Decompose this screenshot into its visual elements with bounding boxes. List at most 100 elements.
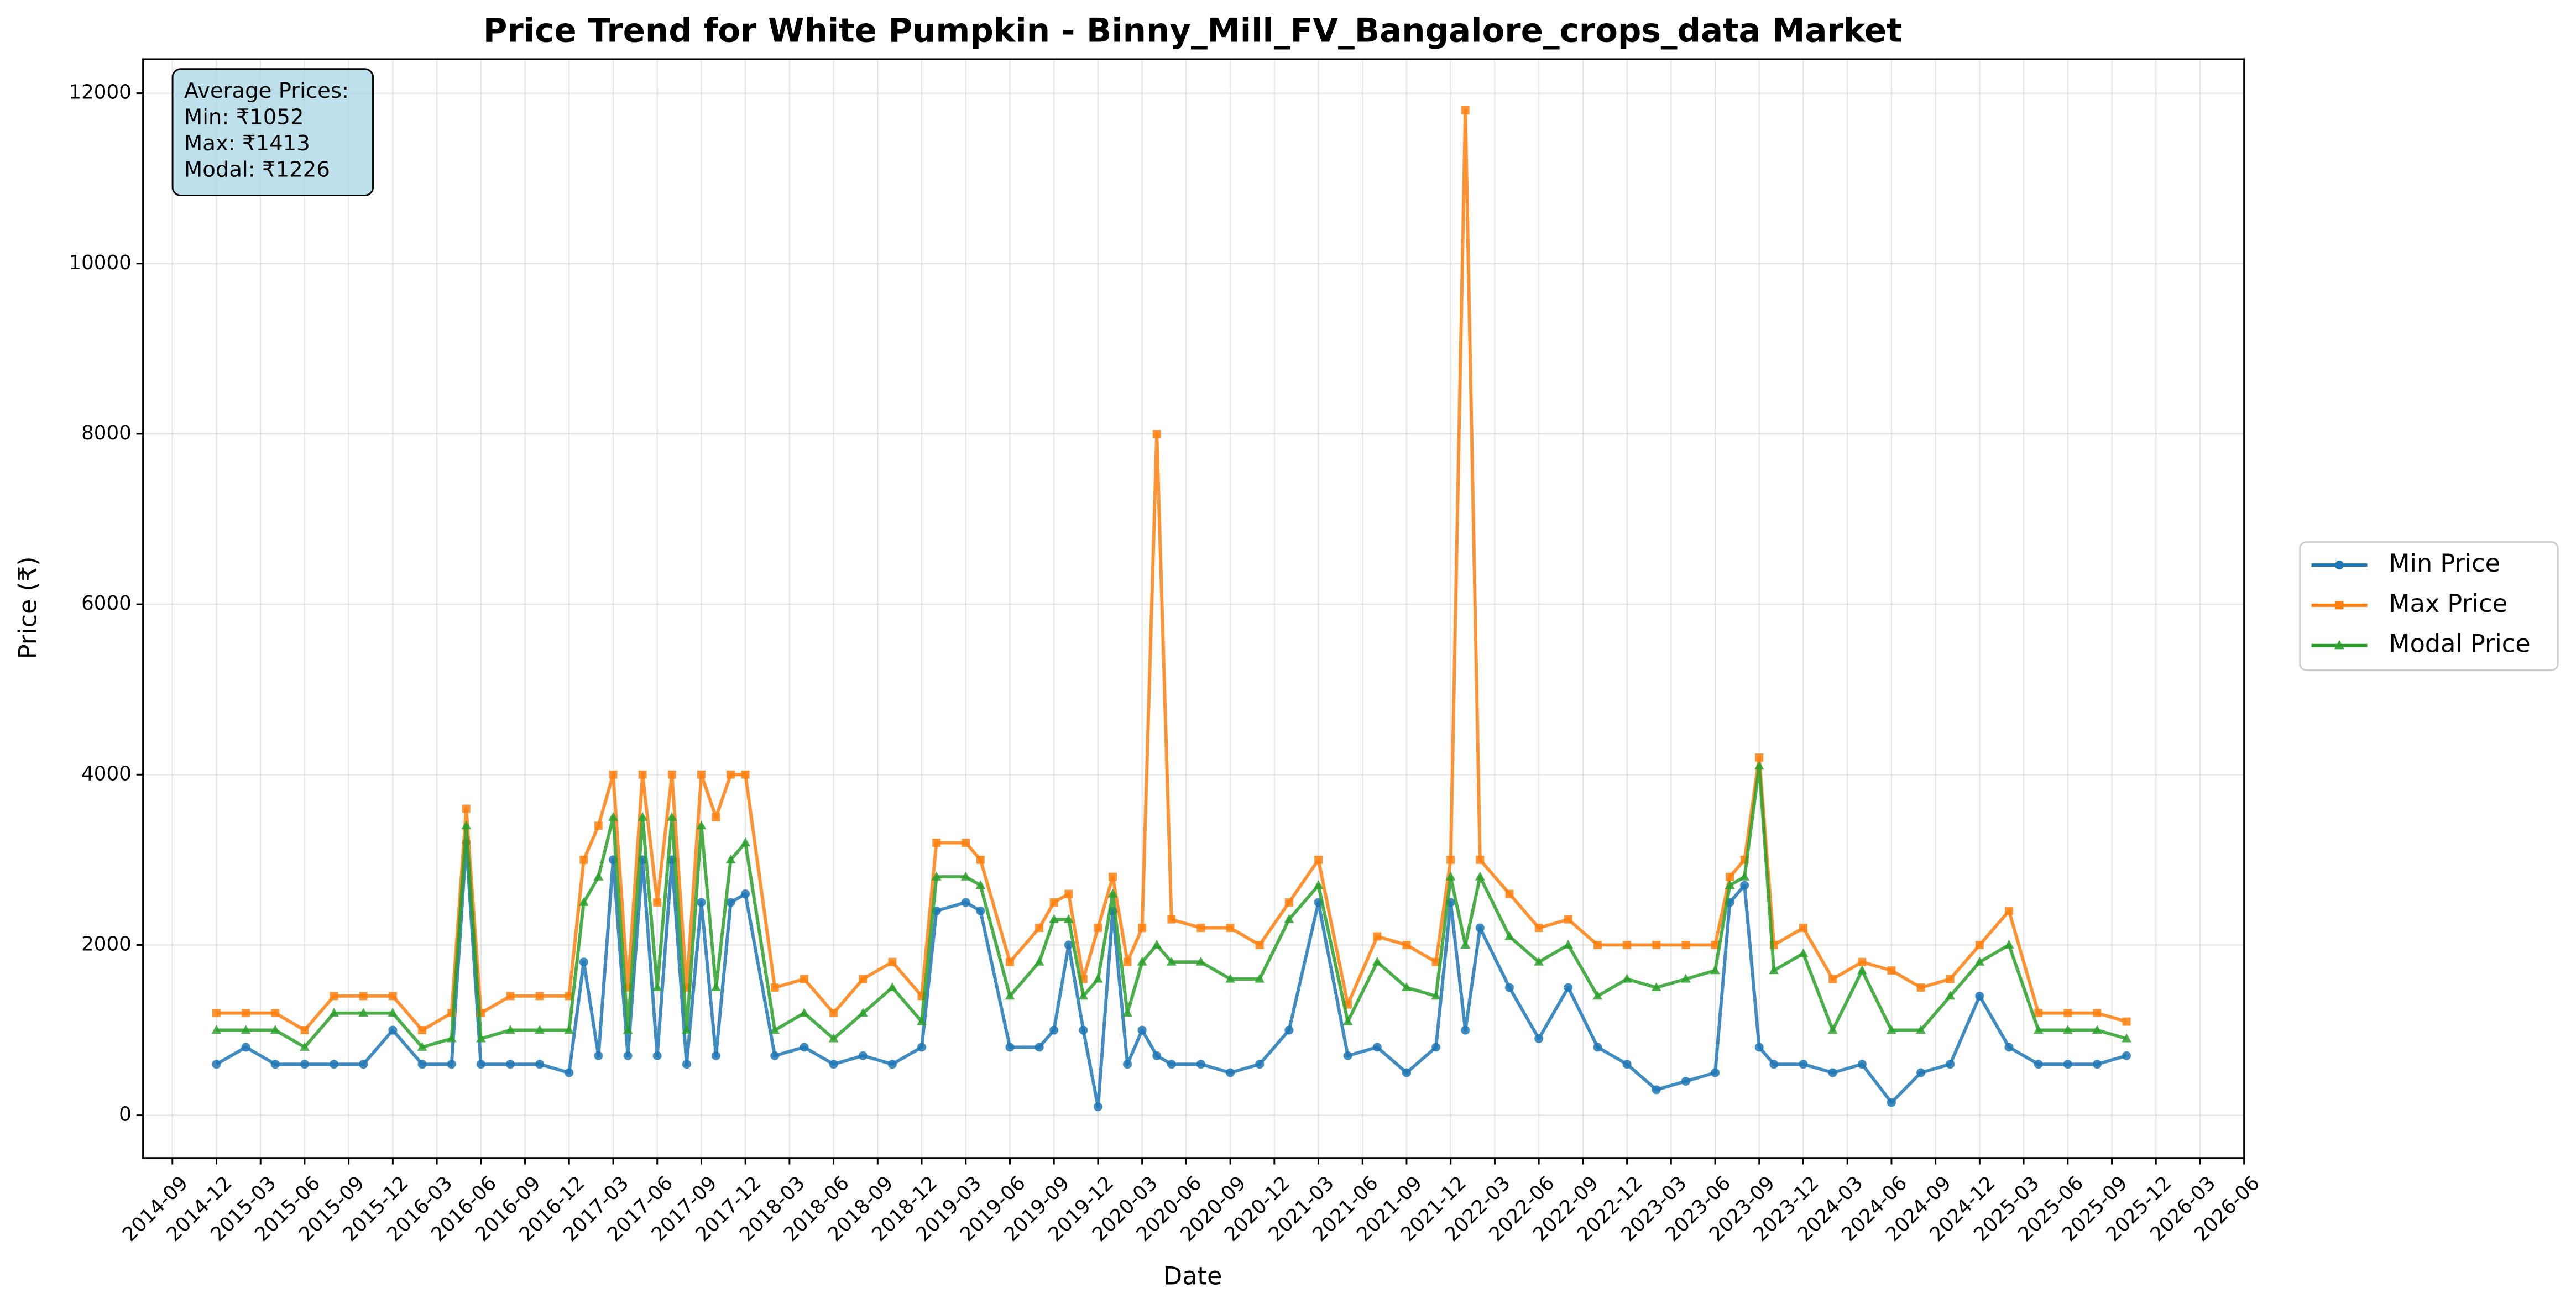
marker [1681, 1076, 1690, 1086]
marker [594, 821, 603, 830]
plot-frame [142, 58, 2245, 1159]
annotation-text: Average Prices: [184, 78, 349, 103]
marker [2034, 1060, 2043, 1069]
marker [1255, 1060, 1265, 1069]
marker [653, 898, 662, 907]
marker [1475, 871, 1485, 881]
marker [1402, 982, 1412, 992]
marker [1313, 880, 1324, 889]
marker [1652, 1085, 1661, 1095]
marker [1651, 982, 1661, 992]
marker [1711, 1068, 1720, 1077]
y-tick-label: 4000 [81, 762, 132, 785]
marker [359, 1060, 368, 1069]
marker [1064, 889, 1073, 898]
marker [2093, 1009, 2102, 1018]
y-axis-label: Price (₹) [14, 556, 43, 659]
y-tick-label: 6000 [81, 592, 132, 615]
marker [2004, 1043, 2014, 1052]
marker [623, 1025, 633, 1034]
marker [1828, 975, 1837, 983]
marker [1504, 931, 1514, 940]
marker [1064, 940, 1073, 950]
marker [300, 1060, 309, 1069]
marker [1974, 956, 1985, 966]
legend-label: Max Price [2389, 589, 2507, 618]
marker [2335, 561, 2344, 570]
marker [667, 811, 677, 821]
marker [917, 1016, 927, 1025]
marker [330, 992, 338, 1001]
marker [623, 1051, 633, 1060]
marker [1152, 939, 1162, 949]
annotation-text: Modal: ₹1226 [184, 157, 330, 182]
marker [211, 1025, 222, 1034]
line [216, 764, 2127, 1049]
marker [1107, 888, 1118, 898]
marker [1740, 881, 1749, 890]
marker [1226, 1068, 1235, 1077]
marker [1710, 965, 1720, 975]
marker [1035, 924, 1044, 933]
marker [2033, 1025, 2044, 1034]
marker [858, 1051, 868, 1060]
marker [388, 1025, 398, 1035]
marker [1799, 924, 1807, 933]
marker [418, 1026, 426, 1034]
marker [1431, 991, 1441, 1000]
marker [1196, 956, 1206, 966]
marker [2122, 1017, 2131, 1026]
marker [696, 820, 707, 830]
marker [727, 770, 735, 779]
marker [726, 898, 735, 907]
marker [667, 770, 676, 779]
marker [1255, 973, 1265, 983]
marker [2063, 1009, 2072, 1018]
marker [1049, 898, 1058, 907]
marker [799, 1008, 809, 1017]
marker [652, 982, 662, 992]
marker [1887, 1025, 1896, 1034]
marker [1225, 973, 1236, 983]
marker [1828, 1068, 1837, 1077]
marker [1284, 1025, 1294, 1035]
marker [2063, 1060, 2072, 1069]
marker [1534, 1034, 1544, 1043]
marker [931, 871, 942, 881]
marker [1314, 855, 1323, 864]
marker [1402, 941, 1411, 949]
marker [1887, 966, 1896, 975]
marker [579, 855, 588, 864]
marker [417, 1060, 427, 1069]
marker [242, 1009, 250, 1018]
marker [2335, 601, 2344, 610]
marker [1137, 1025, 1147, 1035]
marker [917, 1043, 927, 1052]
marker [1504, 983, 1514, 992]
marker [858, 1008, 868, 1017]
marker [594, 1051, 603, 1060]
marker [417, 1041, 427, 1051]
marker [741, 770, 750, 779]
marker [741, 889, 750, 899]
marker [1461, 106, 1470, 114]
marker [593, 871, 604, 881]
line [216, 108, 2127, 1032]
marker [212, 1060, 221, 1069]
chart-title: Price Trend for White Pumpkin - Binny_Mi… [483, 12, 1902, 50]
marker [1858, 957, 1867, 966]
marker [2005, 907, 2013, 915]
marker [1754, 1043, 1764, 1052]
marker [270, 1060, 280, 1069]
marker [697, 770, 706, 779]
marker [358, 1008, 369, 1017]
marker [1652, 941, 1661, 949]
marker [1123, 1060, 1132, 1069]
marker [1593, 941, 1602, 949]
marker [638, 770, 647, 779]
marker [1680, 973, 1691, 983]
marker [932, 839, 941, 847]
marker [1152, 430, 1161, 438]
